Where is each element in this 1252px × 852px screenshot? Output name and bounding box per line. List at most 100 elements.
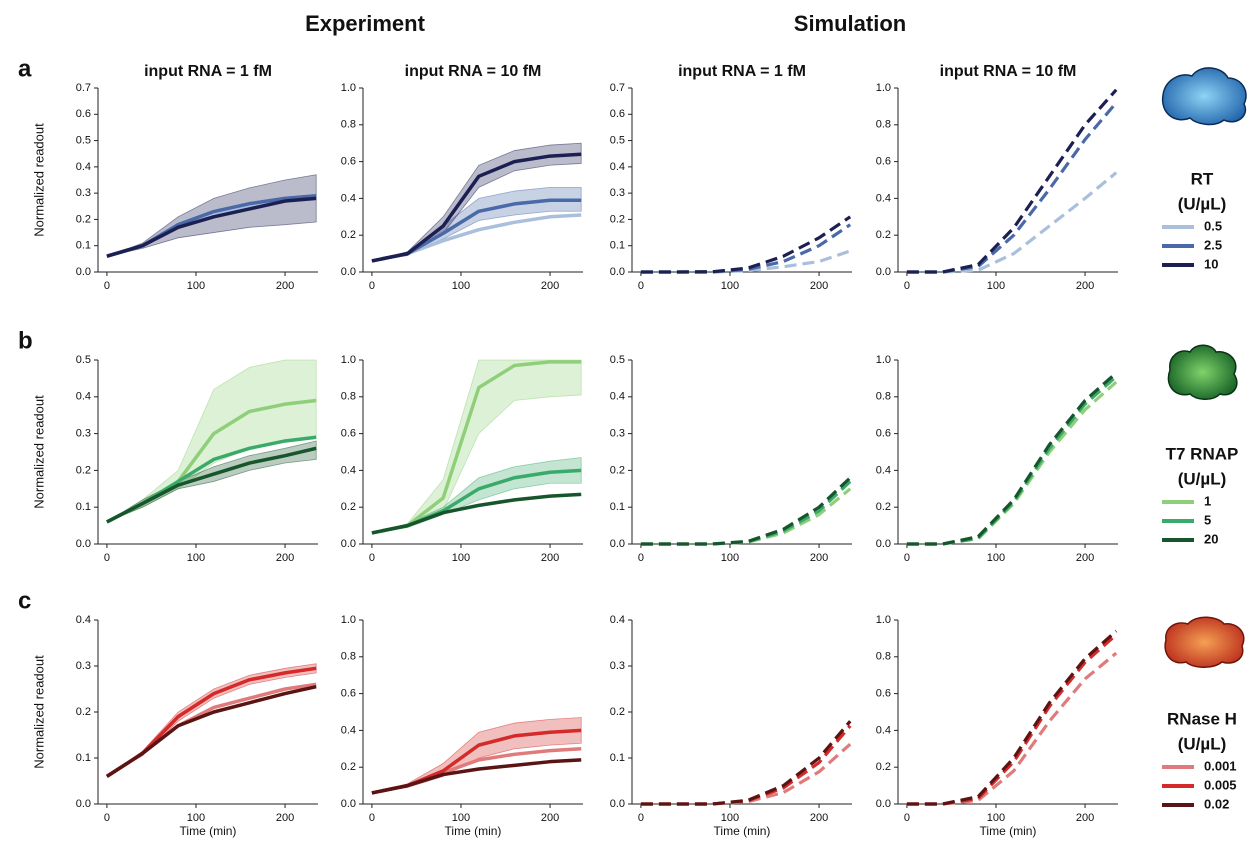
y-tick-label: 0.6 — [341, 428, 356, 440]
y-tick-label: 0.0 — [610, 266, 625, 278]
y-tick-label: 0.2 — [341, 501, 356, 513]
legend-label: 20 — [1204, 531, 1218, 546]
x-tick-label: 100 — [187, 812, 205, 824]
legend-label: 10 — [1204, 256, 1218, 271]
x-tick-label: 0 — [104, 552, 110, 564]
y-tick-label: 0.7 — [610, 82, 625, 94]
x-tick-label: 0 — [638, 552, 644, 564]
y-tick-label: 0.0 — [76, 266, 91, 278]
series-line — [640, 724, 852, 806]
y-tick-label: 0.2 — [610, 706, 625, 718]
series-line — [906, 371, 1118, 546]
y-tick-label: 1.0 — [341, 354, 356, 366]
x-tick-label: 100 — [187, 280, 205, 292]
y-tick-label: 0.2 — [76, 464, 91, 476]
y-tick-label: 0.0 — [876, 798, 891, 810]
panel-label: c — [18, 587, 31, 614]
panel-title: input RNA = 1 fM — [144, 63, 272, 80]
y-tick-label: 0.6 — [610, 108, 625, 120]
y-tick-label: 0.1 — [76, 240, 91, 252]
y-tick-label: 0.1 — [76, 752, 91, 764]
y-tick-label: 0.4 — [876, 192, 891, 204]
x-tick-label: 0 — [104, 280, 110, 292]
y-tick-label: 0.0 — [876, 538, 891, 550]
series-line — [906, 651, 1118, 806]
y-tick-label: 0.4 — [341, 192, 356, 204]
legend-title: T7 RNAP — [1166, 444, 1239, 463]
error-band — [371, 186, 582, 262]
y-tick-label: 0.6 — [876, 428, 891, 440]
legend-label: 0.02 — [1204, 796, 1229, 811]
error-band — [106, 663, 317, 777]
y-tick-label: 0.7 — [76, 82, 91, 94]
y-tick-label: 0.4 — [610, 391, 625, 403]
panel-label: a — [18, 55, 32, 82]
x-tick-label: 200 — [276, 552, 294, 564]
y-tick-label: 0.0 — [76, 798, 91, 810]
y-tick-label: 0.0 — [341, 538, 356, 550]
series-line — [640, 476, 852, 546]
y-tick-label: 0.4 — [610, 161, 625, 173]
y-tick-label: 0.8 — [876, 119, 891, 131]
y-tick-label: 0.4 — [76, 161, 91, 173]
y-tick-label: 0.4 — [76, 391, 91, 403]
y-tick-label: 0.2 — [76, 213, 91, 225]
x-tick-label: 100 — [987, 280, 1005, 292]
x-tick-label: 100 — [721, 552, 739, 564]
y-tick-label: 0.1 — [76, 501, 91, 513]
y-tick-label: 1.0 — [876, 82, 891, 94]
y-tick-label: 0.8 — [341, 119, 356, 131]
x-tick-label: 100 — [452, 812, 470, 824]
y-tick-label: 1.0 — [341, 614, 356, 626]
y-tick-label: 0.5 — [76, 134, 91, 146]
legend-title: RNase H — [1167, 709, 1237, 728]
legend-label: 0.005 — [1204, 777, 1237, 792]
series-line — [640, 743, 852, 806]
series-line — [906, 171, 1118, 274]
legend-unit: (U/µL) — [1178, 194, 1227, 213]
y-tick-label: 0.6 — [76, 108, 91, 120]
series-line — [371, 758, 582, 795]
x-tick-label: 100 — [987, 552, 1005, 564]
y-tick-label: 0.2 — [610, 464, 625, 476]
series-line — [105, 666, 317, 778]
series-line — [371, 492, 582, 535]
y-tick-label: 0.4 — [876, 464, 891, 476]
series-line — [640, 480, 852, 546]
y-tick-label: 0.6 — [341, 156, 356, 168]
x-tick-label: 200 — [810, 552, 828, 564]
x-tick-label: 0 — [638, 280, 644, 292]
error-band — [371, 717, 582, 794]
y-tick-label: 0.0 — [610, 798, 625, 810]
x-tick-label: 100 — [721, 280, 739, 292]
series-line — [906, 375, 1118, 546]
y-tick-label: 1.0 — [341, 82, 356, 94]
series-line — [906, 633, 1118, 806]
legend-label: 1 — [1204, 493, 1211, 508]
panel-title: input RNA = 10 fM — [405, 63, 542, 80]
legend-unit: (U/µL) — [1178, 469, 1227, 488]
y-tick-label: 0.3 — [610, 660, 625, 672]
y-tick-label: 0.4 — [341, 724, 356, 736]
panel-title: input RNA = 10 fM — [940, 63, 1077, 80]
y-tick-label: 0.2 — [610, 213, 625, 225]
x-tick-label: 200 — [1076, 552, 1094, 564]
series-line — [640, 223, 852, 274]
x-tick-label: 200 — [541, 280, 559, 292]
x-tick-label: 200 — [541, 812, 559, 824]
y-tick-label: 0.2 — [876, 501, 891, 513]
y-tick-label: 0.0 — [876, 266, 891, 278]
x-axis-label: Time (min) — [180, 824, 237, 838]
series-line — [906, 101, 1118, 274]
x-axis-label: Time (min) — [445, 824, 502, 838]
y-tick-label: 0.0 — [341, 266, 356, 278]
series-line — [640, 487, 852, 546]
y-tick-label: 1.0 — [876, 354, 891, 366]
x-tick-label: 100 — [187, 552, 205, 564]
y-axis-label: Normalized readout — [31, 395, 46, 509]
y-tick-label: 0.5 — [610, 134, 625, 146]
y-tick-label: 0.3 — [76, 428, 91, 440]
y-tick-label: 0.8 — [341, 651, 356, 663]
x-tick-label: 200 — [1076, 280, 1094, 292]
x-tick-label: 200 — [810, 812, 828, 824]
